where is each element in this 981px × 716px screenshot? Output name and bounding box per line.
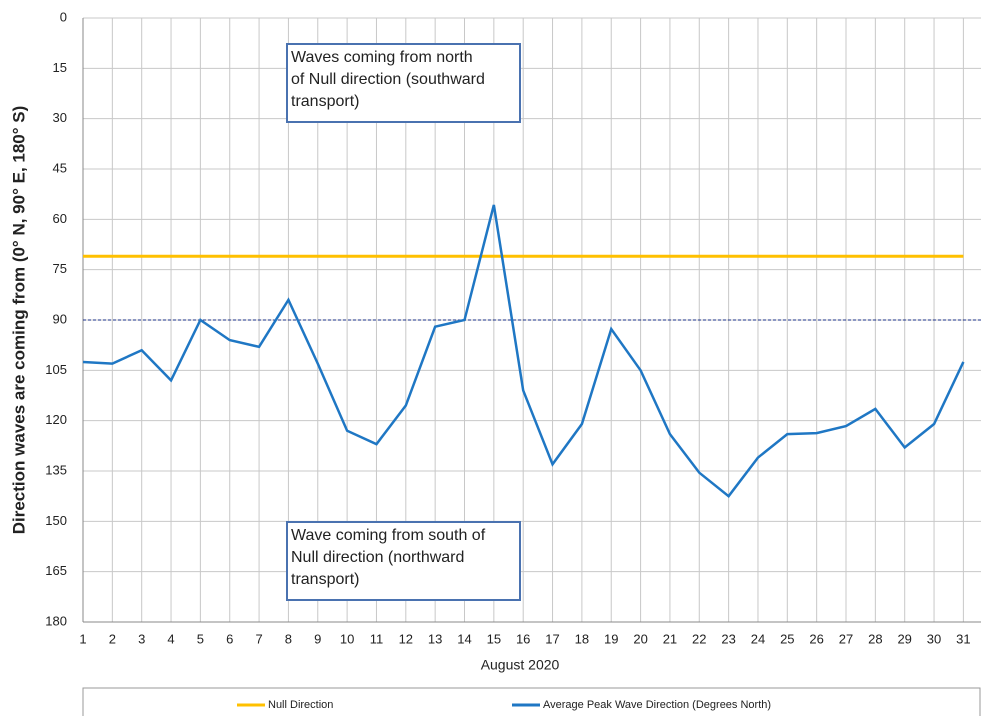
x-tick-label: 9	[314, 631, 321, 646]
legend-label: Average Peak Wave Direction (Degrees Nor…	[543, 699, 771, 711]
y-tick-label: 45	[53, 160, 67, 175]
y-tick-label: 60	[53, 211, 67, 226]
annotation-text: Waves coming from north	[291, 49, 473, 66]
x-tick-label: 26	[809, 631, 823, 646]
y-tick-label: 105	[45, 362, 67, 377]
x-tick-label: 17	[545, 631, 559, 646]
y-tick-label: 0	[60, 9, 67, 24]
annotation-text: transport)	[291, 571, 359, 588]
y-tick-label: 75	[53, 261, 67, 276]
x-tick-label: 14	[457, 631, 471, 646]
y-axis-title: Direction waves are coming from (0° N, 9…	[9, 106, 28, 535]
y-tick-label: 135	[45, 462, 67, 477]
annotation-text: Null direction (northward	[291, 549, 464, 566]
x-tick-label: 1	[79, 631, 86, 646]
x-tick-label: 21	[663, 631, 677, 646]
y-tick-label: 15	[53, 60, 67, 75]
x-tick-label: 22	[692, 631, 706, 646]
x-tick-label: 18	[575, 631, 589, 646]
x-tick-label: 16	[516, 631, 530, 646]
x-tick-label: 8	[285, 631, 292, 646]
x-tick-label: 7	[255, 631, 262, 646]
x-tick-label: 2	[109, 631, 116, 646]
x-tick-label: 31	[956, 631, 970, 646]
x-tick-label: 15	[487, 631, 501, 646]
annotation-text: of Null direction (southward	[291, 71, 485, 88]
annotation-text: Wave coming from south of	[291, 527, 486, 544]
x-tick-label: 6	[226, 631, 233, 646]
x-tick-label: 20	[633, 631, 647, 646]
x-tick-label: 4	[167, 631, 174, 646]
y-tick-label: 120	[45, 412, 67, 427]
x-tick-label: 23	[721, 631, 735, 646]
x-tick-label: 11	[370, 631, 384, 646]
legend-box	[82, 687, 981, 716]
x-tick-label: 19	[604, 631, 618, 646]
x-tick-label: 25	[780, 631, 794, 646]
x-tick-label: 12	[399, 631, 413, 646]
annotation-box	[286, 43, 521, 123]
y-tick-label: 30	[53, 110, 67, 125]
x-tick-label: 13	[428, 631, 442, 646]
legend-label: Null Direction	[268, 699, 333, 711]
annotation-box	[286, 521, 521, 601]
x-tick-label: 10	[340, 631, 354, 646]
x-tick-label: 24	[751, 631, 765, 646]
x-tick-label: 29	[897, 631, 911, 646]
x-tick-label: 27	[839, 631, 853, 646]
y-tick-label: 150	[45, 513, 67, 528]
x-tick-label: 28	[868, 631, 882, 646]
y-tick-label: 180	[45, 613, 67, 628]
x-tick-label: 30	[927, 631, 941, 646]
x-axis-title: August 2020	[481, 657, 560, 673]
series-line	[82, 204, 965, 498]
x-tick-label: 5	[197, 631, 204, 646]
y-tick-label: 90	[53, 311, 67, 326]
x-tick-label: 3	[138, 631, 145, 646]
annotation-text: transport)	[291, 93, 359, 110]
y-tick-label: 165	[45, 563, 67, 578]
